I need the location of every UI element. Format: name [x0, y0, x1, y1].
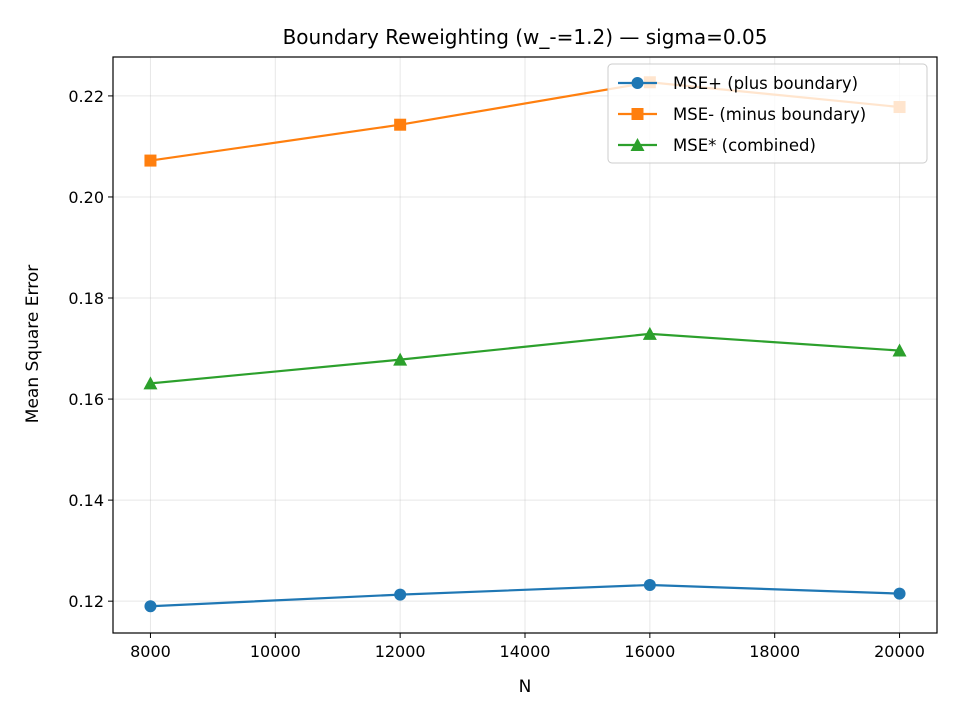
- legend-entry-label: MSE+ (plus boundary): [673, 74, 858, 93]
- plot-area: 8000 10000 12000 14000 16000 18000 20000 0.12 0.…: [68, 56, 938, 661]
- data-point-series-3: [143, 376, 158, 390]
- data-point-series-1: [643, 579, 656, 591]
- x-tick-label: 20000: [874, 642, 925, 661]
- legend-marker: [630, 138, 645, 151]
- data-point-series-1: [394, 588, 407, 601]
- legend-entry-label: MSE- (minus boundary): [673, 105, 866, 124]
- data-point-series-2: [394, 118, 407, 131]
- x-tick-label: 16000: [624, 642, 675, 661]
- axes-frame: [112, 56, 938, 634]
- data-point-series-1: [144, 600, 157, 613]
- y-tick-label: 0.20: [68, 188, 104, 207]
- y-tick-label: 0.22: [68, 87, 104, 106]
- legend-marker: [631, 108, 644, 120]
- y-tick-label: 0.14: [68, 491, 104, 510]
- legend-entry-label: MSE* (combined): [673, 136, 816, 155]
- x-tick-label: 8000: [130, 642, 171, 661]
- x-tick-label: 12000: [375, 642, 426, 661]
- series-line-1: [150, 583, 900, 608]
- y-axis-label: Mean Square Error: [23, 265, 43, 423]
- data-point-series-3: [393, 352, 408, 366]
- x-tick-label: 14000: [500, 642, 551, 661]
- x-axis-label: N: [519, 677, 532, 697]
- series-line-3: [150, 332, 900, 385]
- data-point-series-3: [892, 343, 907, 357]
- y-tick-label: 0.12: [68, 592, 104, 611]
- legend: MSE+ (plus boundary) MSE- (minus boundary…: [607, 63, 928, 164]
- data-point-series-3: [642, 326, 657, 340]
- y-tick-label: 0.18: [68, 289, 104, 308]
- chart-title: Boundary Reweighting (w_-=1.2) — sigma=0…: [283, 25, 768, 49]
- data-point-series-1: [893, 587, 906, 600]
- x-tick-label: 18000: [749, 642, 800, 661]
- legend-marker: [631, 77, 644, 89]
- data-point-series-2: [144, 154, 157, 167]
- legend-box: [607, 63, 928, 164]
- x-tick-label: 10000: [250, 642, 301, 661]
- y-tick-label: 0.16: [68, 390, 104, 409]
